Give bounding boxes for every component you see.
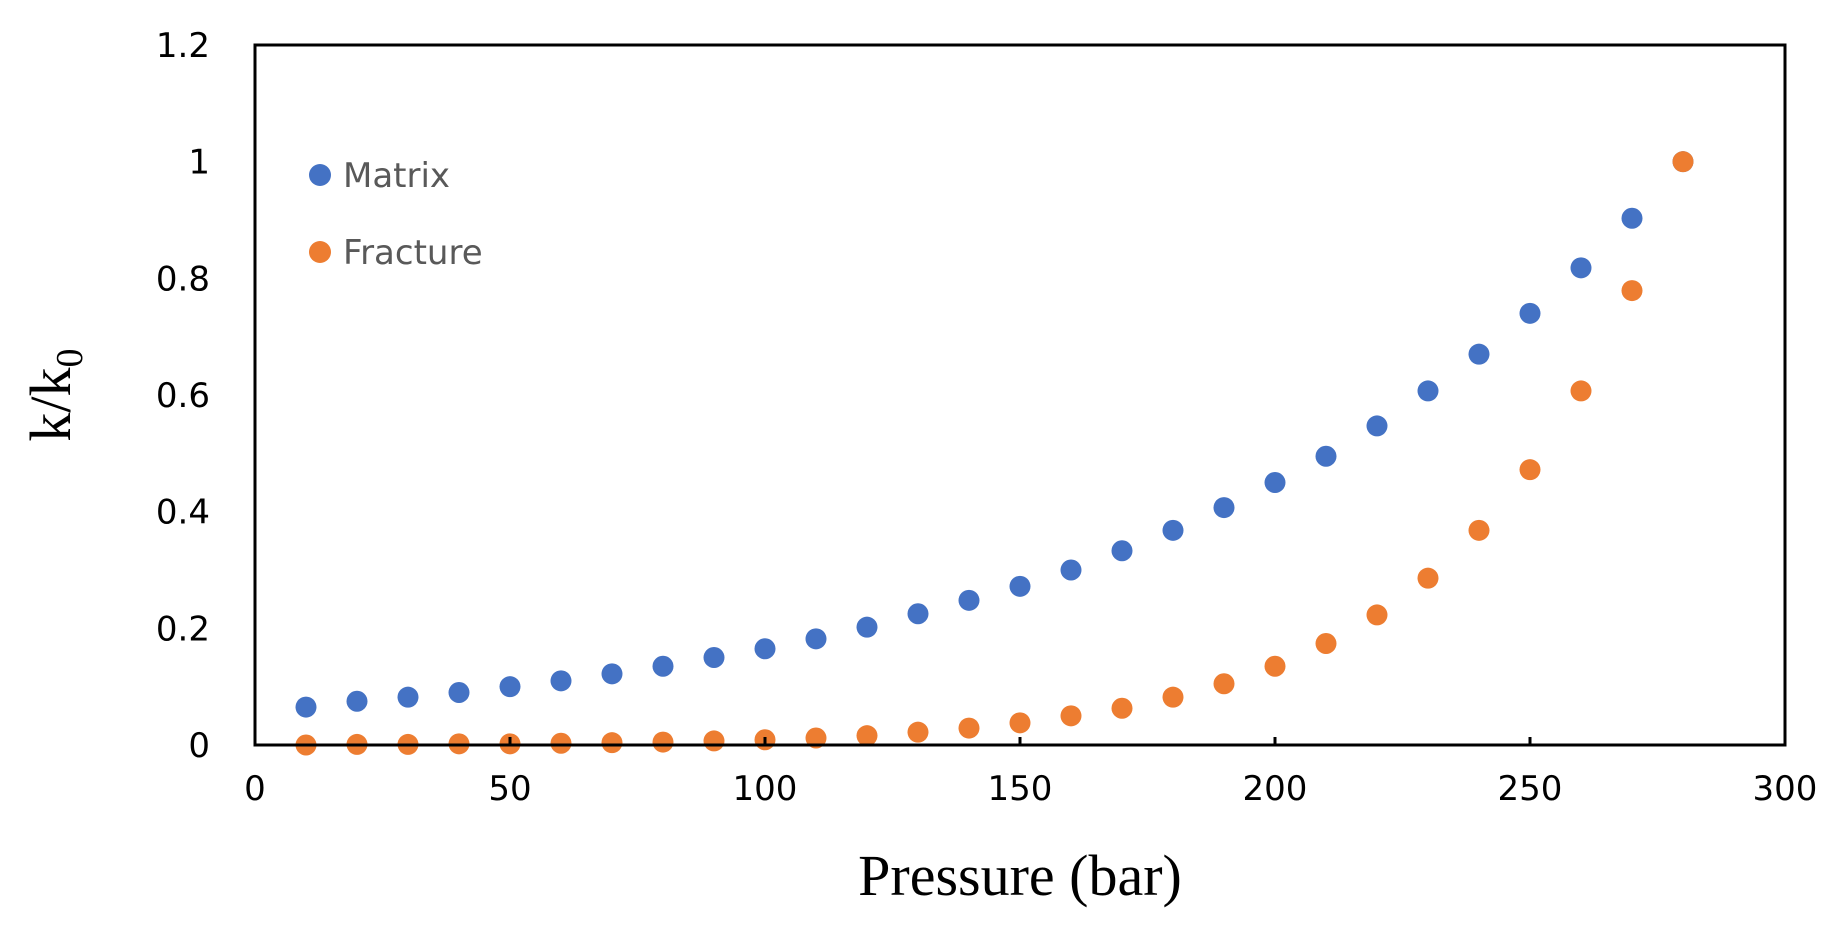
x-tick-label: 50 <box>488 769 531 809</box>
data-point-fracture <box>1060 705 1082 727</box>
x-axis-ticks: 0 50 100 150 200 250 300 <box>244 737 1817 809</box>
data-point-matrix <box>448 682 470 703</box>
data-point-fracture <box>652 731 674 753</box>
y-tick-label: 0 <box>188 726 210 766</box>
legend-marker-matrix <box>309 164 331 186</box>
y-tick-label: 0.6 <box>156 376 210 416</box>
data-point-fracture <box>1111 697 1133 719</box>
data-point-matrix <box>907 603 929 625</box>
data-point-fracture <box>1213 673 1235 695</box>
data-point-matrix <box>754 638 776 660</box>
x-tick-label: 200 <box>1243 769 1308 809</box>
data-point-matrix <box>601 663 623 685</box>
data-point-matrix <box>1366 415 1388 437</box>
x-tick-label: 100 <box>733 769 798 809</box>
marks-layer <box>295 151 1694 756</box>
legend-label-fracture: Fracture <box>343 233 483 273</box>
data-point-fracture <box>856 725 878 747</box>
data-point-matrix <box>652 655 674 677</box>
data-point-fracture <box>1672 151 1694 173</box>
y-axis-title-main: k/k <box>18 367 83 441</box>
data-point-fracture <box>1621 280 1643 302</box>
data-point-fracture <box>805 727 827 749</box>
series-matrix <box>295 151 1694 718</box>
data-point-fracture <box>1468 519 1490 541</box>
data-point-matrix <box>397 686 419 708</box>
series-fracture <box>295 151 1694 756</box>
legend: Matrix Fracture <box>309 156 483 273</box>
x-tick-label: 250 <box>1498 769 1563 809</box>
data-point-matrix <box>1111 540 1133 562</box>
data-point-matrix <box>499 676 521 698</box>
y-tick-label: 0.8 <box>156 259 210 299</box>
data-point-matrix <box>1519 302 1541 324</box>
data-point-fracture <box>1519 459 1541 481</box>
data-point-fracture <box>1162 686 1184 708</box>
y-tick-label: 1.2 <box>156 26 210 66</box>
x-tick-label: 300 <box>1753 769 1818 809</box>
data-point-fracture <box>1366 604 1388 626</box>
y-tick-label: 0.2 <box>156 609 210 649</box>
data-point-fracture <box>1315 633 1337 654</box>
data-point-fracture <box>1264 655 1286 677</box>
data-point-matrix <box>550 670 572 692</box>
y-axis-title: k/k0 <box>18 348 91 441</box>
data-point-matrix <box>1621 207 1643 229</box>
data-point-matrix <box>295 696 317 718</box>
data-point-matrix <box>1009 575 1031 597</box>
x-axis-title: Pressure (bar) <box>858 843 1182 908</box>
data-point-matrix <box>805 628 827 650</box>
data-point-matrix <box>1315 445 1337 467</box>
data-point-matrix <box>346 690 368 712</box>
data-point-matrix <box>856 616 878 638</box>
y-tick-label: 1 <box>188 143 210 183</box>
data-point-fracture <box>601 732 623 754</box>
data-point-matrix <box>1570 257 1592 279</box>
y-tick-label: 0.4 <box>156 493 210 533</box>
data-point-fracture <box>1570 380 1592 402</box>
data-point-matrix <box>1417 380 1439 402</box>
data-point-matrix <box>1162 519 1184 541</box>
data-point-matrix <box>1060 559 1082 581</box>
data-point-fracture <box>1009 712 1031 734</box>
data-point-matrix <box>1264 472 1286 493</box>
data-point-matrix <box>703 647 725 668</box>
data-point-fracture <box>550 732 572 754</box>
data-point-fracture <box>703 730 725 752</box>
data-point-fracture <box>907 721 929 743</box>
data-point-matrix <box>958 589 980 611</box>
data-point-matrix <box>1213 497 1235 519</box>
y-axis-ticks: 0 0.2 0.4 0.6 0.8 1 1.2 <box>156 26 210 766</box>
x-tick-label: 0 <box>244 769 266 809</box>
legend-marker-fracture <box>309 241 331 263</box>
legend-label-matrix: Matrix <box>343 156 450 196</box>
x-tick-label: 150 <box>988 769 1053 809</box>
data-point-fracture <box>1417 567 1439 589</box>
data-point-fracture <box>958 717 980 739</box>
data-point-matrix <box>1468 343 1490 365</box>
y-axis-title-subscript: 0 <box>49 348 91 367</box>
